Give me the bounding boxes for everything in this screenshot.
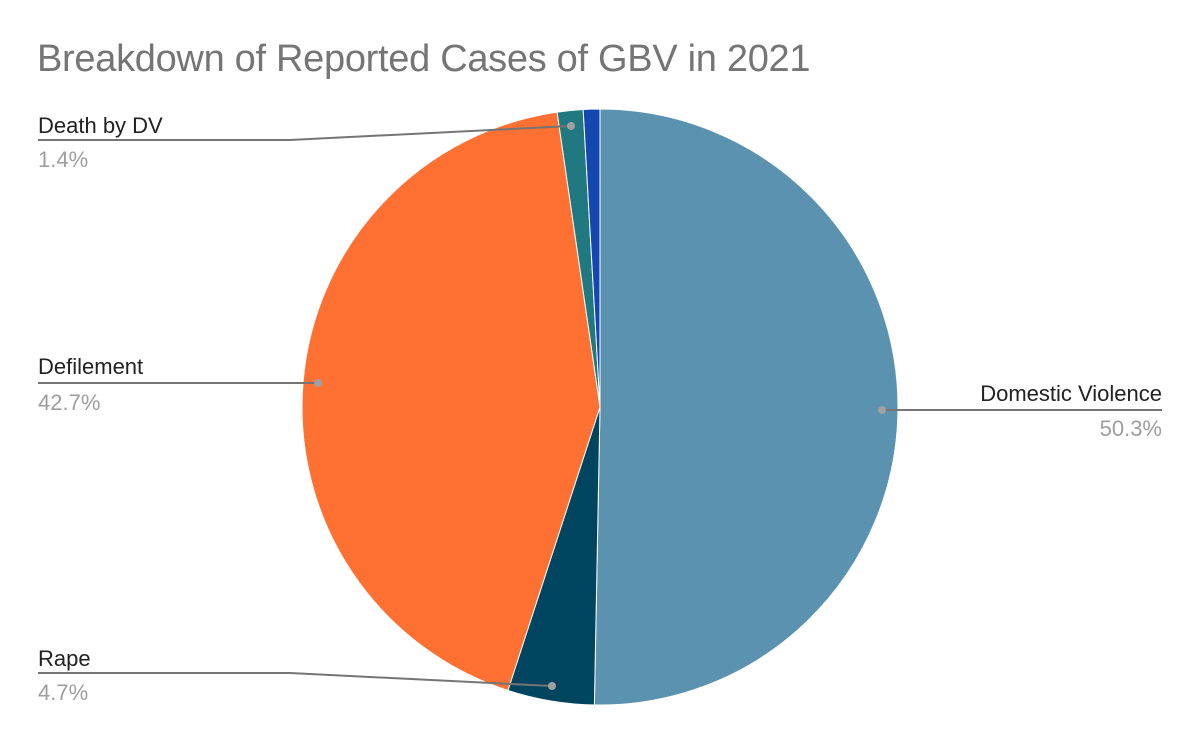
leader-dot-domestic-violence bbox=[878, 406, 886, 414]
value-domestic-violence: 50.3% bbox=[1099, 416, 1162, 441]
leader-dot-defilement bbox=[314, 379, 322, 387]
leader-dot-death-by-dv bbox=[567, 122, 575, 130]
value-death-by-dv: 1.4% bbox=[38, 147, 89, 172]
label-rape: Rape bbox=[38, 646, 91, 671]
pie-slice-domestic-violence bbox=[593, 108, 899, 706]
label-domestic-violence: Domestic Violence bbox=[980, 381, 1162, 406]
label-death-by-dv: Death by DV bbox=[38, 113, 163, 138]
leader-line-rape bbox=[38, 672, 553, 687]
pie-slice-defilement bbox=[301, 111, 601, 692]
leader-dot-rape bbox=[548, 682, 556, 690]
leader-lines bbox=[38, 122, 1162, 690]
pie-slices bbox=[301, 108, 899, 706]
chart-title: Breakdown of Reported Cases of GBV in 20… bbox=[37, 38, 811, 80]
pie-slice-other-unlabeled bbox=[582, 108, 601, 408]
label-defilement: Defilement bbox=[38, 354, 144, 379]
value-rape: 4.7% bbox=[38, 680, 89, 705]
value-defilement: 42.7% bbox=[38, 390, 101, 415]
leader-line-death-by-dv bbox=[38, 125, 572, 141]
